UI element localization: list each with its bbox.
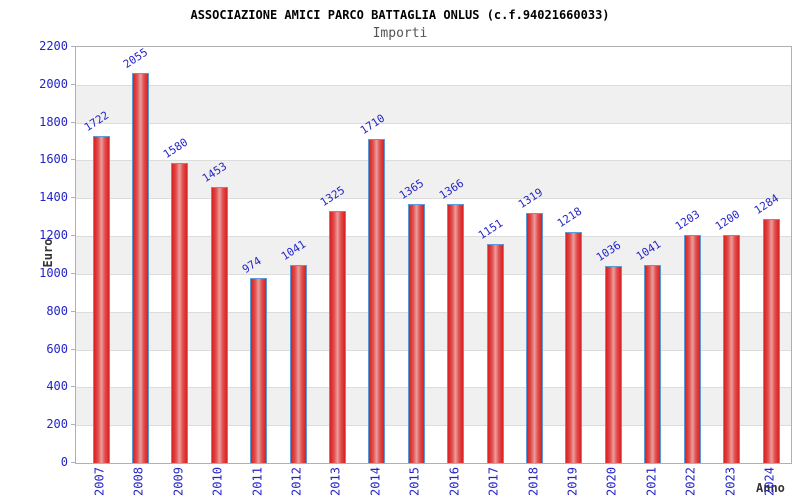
- bar-2009: [171, 163, 189, 463]
- y-tick-mark: [71, 235, 75, 237]
- chart-subtitle: Importi: [372, 26, 428, 41]
- y-tick-mark: [71, 159, 75, 161]
- bar-2008: [131, 73, 149, 463]
- x-tick-label: 2017: [486, 467, 501, 496]
- background-band: [76, 425, 791, 463]
- background-band: [76, 236, 791, 274]
- background-band: [76, 311, 791, 350]
- background-band: [76, 387, 791, 426]
- y-tick-label: 600: [46, 341, 68, 356]
- bar-2020: [604, 266, 622, 463]
- y-tick-label: 800: [46, 303, 68, 318]
- gridline: [76, 425, 791, 427]
- gridline: [76, 387, 791, 389]
- bar-2014: [368, 138, 386, 463]
- background-band: [76, 198, 791, 237]
- y-tick-mark: [71, 121, 75, 123]
- bar-2015: [407, 203, 425, 463]
- bar-2007: [92, 136, 110, 463]
- gridline: [76, 122, 791, 124]
- x-tick-label: 2019: [565, 467, 580, 496]
- y-tick-label: 2000: [39, 76, 68, 91]
- x-tick-label: 2014: [368, 467, 383, 496]
- background-band: [76, 160, 791, 199]
- x-tick-label: 2011: [250, 467, 265, 496]
- bar-2019: [565, 231, 583, 463]
- gridline: [76, 236, 791, 238]
- y-tick-label: 200: [46, 417, 68, 432]
- plot-area: 1722 2055 1580 1453 974 1041 1325 1710 1365 1366 1…: [75, 46, 792, 464]
- bar-2017: [486, 244, 504, 463]
- y-tick-mark: [71, 197, 75, 199]
- background-band: [76, 273, 791, 312]
- y-tick-mark: [71, 348, 75, 350]
- bar-2022: [683, 234, 701, 463]
- x-tick-label: 2018: [526, 467, 541, 496]
- y-tick-label: 1800: [39, 114, 68, 129]
- y-tick-mark: [71, 462, 75, 463]
- x-tick-label: 2016: [447, 467, 462, 496]
- bar-2016: [447, 203, 465, 463]
- y-tick-label: 0: [60, 455, 68, 469]
- background-band: [76, 47, 791, 85]
- x-tick-label: 2010: [210, 467, 225, 496]
- x-tick-label: 2008: [131, 467, 146, 496]
- y-tick-label: 1200: [39, 228, 68, 243]
- x-tick-label: 2013: [328, 467, 343, 496]
- gridline: [76, 311, 791, 313]
- gridline: [76, 349, 791, 351]
- gridline: [76, 160, 791, 162]
- x-tick-label: 2007: [92, 467, 107, 496]
- background-band: [76, 122, 791, 161]
- background-band: [76, 84, 791, 123]
- y-tick-label: 1400: [39, 190, 68, 205]
- x-tick-label: 2021: [644, 467, 659, 496]
- bar-2013: [328, 211, 346, 463]
- background-band: [76, 349, 791, 388]
- x-tick-label: 2022: [683, 467, 698, 496]
- x-tick-label: 2015: [407, 467, 422, 496]
- x-tick-label: 2024: [762, 467, 777, 496]
- gridline: [76, 273, 791, 275]
- bar-2011: [250, 277, 268, 463]
- x-tick-label: 2020: [604, 467, 619, 496]
- x-tick-label: 2023: [723, 467, 738, 496]
- y-tick-mark: [71, 386, 75, 388]
- bar-2024: [762, 219, 780, 463]
- x-tick-label: 2009: [171, 467, 186, 496]
- gridline: [76, 84, 791, 86]
- y-tick-mark: [71, 424, 75, 426]
- bar-2010: [210, 187, 228, 463]
- bar-2023: [723, 235, 741, 463]
- y-tick-mark: [71, 46, 75, 47]
- bar-2018: [526, 212, 544, 463]
- x-tick-label: 2012: [289, 467, 304, 496]
- y-tick-mark: [71, 83, 75, 85]
- x-axis-title: Anno: [756, 481, 785, 495]
- chart-title: ASSOCIAZIONE AMICI PARCO BATTAGLIA ONLUS…: [190, 8, 610, 22]
- y-tick-mark: [71, 310, 75, 312]
- gridline: [76, 198, 791, 200]
- y-tick-label: 400: [46, 379, 68, 394]
- y-tick-label: 1000: [39, 265, 68, 280]
- bar-2012: [289, 265, 307, 463]
- bar-2021: [644, 265, 662, 463]
- y-tick-label: 1600: [39, 152, 68, 167]
- y-tick-label: 2200: [39, 39, 68, 53]
- y-tick-mark: [71, 272, 75, 274]
